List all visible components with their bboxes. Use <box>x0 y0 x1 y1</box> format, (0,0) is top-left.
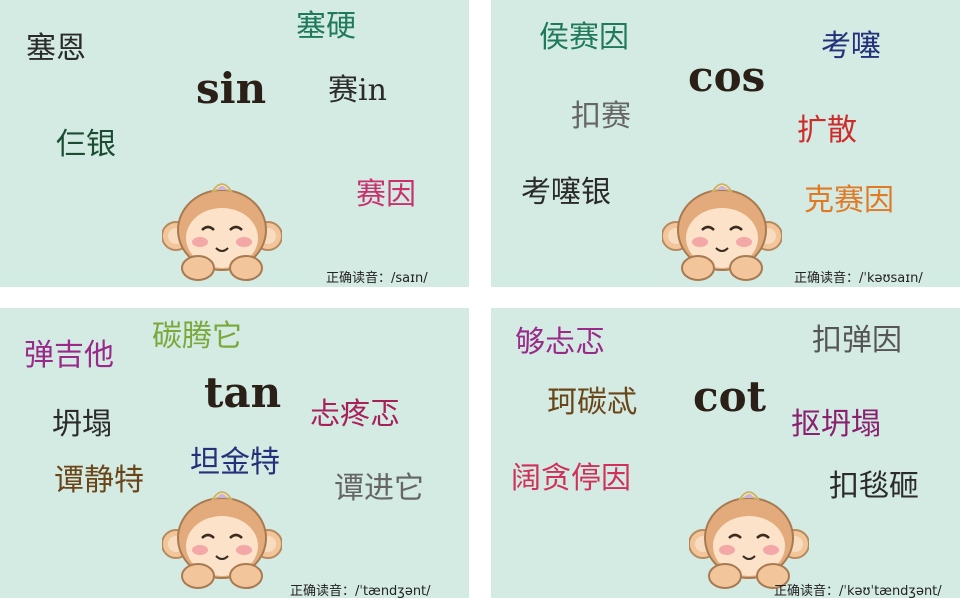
word: 碳腾它 <box>152 319 242 354</box>
word: 阔贪停因 <box>511 461 631 496</box>
word: 克赛因 <box>804 183 894 218</box>
pronunciation-footer: 正确读音：/saɪn/ <box>326 271 428 286</box>
word: 坍塌 <box>52 407 112 442</box>
word: 抠坍塌 <box>791 407 881 442</box>
term-label: cot <box>693 372 766 421</box>
panel-sin: 塞恩 塞硬 sin 赛in 仨银 赛因 正确读音：/saɪn/ <box>0 0 469 287</box>
word: 考噻银 <box>521 175 611 210</box>
word: 珂碳忒 <box>547 385 637 420</box>
term-label: sin <box>196 64 267 113</box>
word: 塞恩 <box>26 31 86 66</box>
word: 仨银 <box>56 127 116 162</box>
word: 侯赛因 <box>539 20 629 55</box>
word: 扣毯砸 <box>829 469 919 504</box>
word: 考噻 <box>821 29 881 64</box>
word: 坦金特 <box>190 445 280 480</box>
pronunciation-footer: 正确读音：/ˈkəʊˈtændʒənt/ <box>774 584 942 598</box>
word: 谭进它 <box>334 471 424 506</box>
monkey-mascot-icon <box>689 486 809 591</box>
panel-tan: 弹吉他 碳腾它 tan 坍塌 忐疼忑 谭静特 坦金特 谭进它 正确读音：/ˈtæ… <box>0 308 469 598</box>
word: 忐疼忑 <box>310 397 400 432</box>
term-label: cos <box>688 52 766 101</box>
word: 谭静特 <box>54 463 144 498</box>
monkey-mascot-icon <box>162 486 282 591</box>
term-label: tan <box>204 368 282 417</box>
word: 扣赛 <box>571 99 631 134</box>
monkey-mascot-icon <box>162 178 282 283</box>
monkey-mascot-icon <box>662 178 782 283</box>
word: 赛因 <box>356 177 416 212</box>
word: 弹吉他 <box>24 338 114 373</box>
word: 扣弹因 <box>812 323 902 358</box>
word: 够忐忑 <box>515 325 605 360</box>
word: 赛in <box>328 73 387 108</box>
word: 塞硬 <box>296 9 356 44</box>
panel-cot: 够忐忑 扣弹因 cot 珂碳忒 抠坍塌 阔贪停因 扣毯砸 正确读音：/ˈkəʊˈ… <box>491 308 960 598</box>
pronunciation-footer: 正确读音：/ˈtændʒənt/ <box>290 584 431 598</box>
panel-cos: 侯赛因 考噻 cos 扣赛 扩散 考噻银 克赛因 正确读音：/ˈkəʊsaɪn/ <box>491 0 960 287</box>
word: 扩散 <box>797 113 857 148</box>
pronunciation-footer: 正确读音：/ˈkəʊsaɪn/ <box>794 271 923 286</box>
